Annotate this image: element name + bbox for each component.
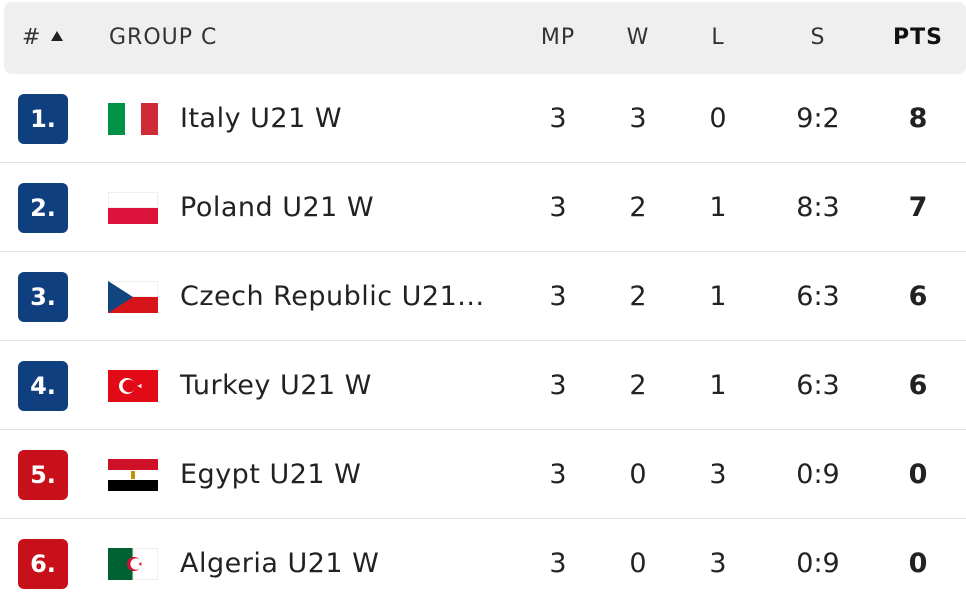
wins: 0 [629, 459, 647, 490]
mp-header[interactable]: MP [540, 25, 576, 50]
score: 0:9 [796, 548, 840, 579]
losses: 1 [709, 370, 727, 401]
team-row[interactable]: 5. Egypt U21 W 3 0 3 0:9 0 [0, 430, 966, 519]
team-row[interactable]: 4. Turkey U21 W 3 2 1 6:3 6 [0, 341, 966, 430]
points: 0 [908, 459, 928, 490]
losses: 1 [709, 281, 727, 312]
points: 6 [908, 370, 928, 401]
score: 6:3 [796, 281, 840, 312]
rank-header[interactable]: # [22, 25, 42, 50]
score: 0:9 [796, 459, 840, 490]
matches-played: 3 [549, 103, 567, 134]
team-name[interactable]: Algeria U21 W [180, 548, 380, 579]
group-header: GROUP C [109, 25, 218, 50]
team-name[interactable]: Poland U21 W [180, 192, 375, 223]
sort-arrow [51, 31, 63, 41]
losses: 0 [709, 103, 727, 134]
flag [108, 459, 158, 491]
matches-played: 3 [549, 192, 567, 223]
rank-badge: 1. [18, 94, 68, 144]
rank-badge: 5. [18, 450, 68, 500]
table-header: # GROUP C MP W L S PTS [4, 2, 966, 74]
matches-played: 3 [549, 281, 567, 312]
flag [108, 103, 158, 135]
team-row[interactable]: 3. Czech Republic U21... 3 2 1 6:3 6 [0, 252, 966, 341]
score: 6:3 [796, 370, 840, 401]
flag [108, 370, 158, 402]
flag [108, 548, 158, 580]
team-name[interactable]: Turkey U21 W [180, 370, 372, 401]
points: 7 [908, 192, 928, 223]
rank-badge: 4. [18, 361, 68, 411]
points: 0 [908, 548, 928, 579]
score: 9:2 [796, 103, 840, 134]
losses: 3 [709, 548, 727, 579]
l-header[interactable]: L [711, 25, 725, 50]
team-name[interactable]: Czech Republic U21... [180, 281, 485, 312]
team-name[interactable]: Italy U21 W [180, 103, 343, 134]
pts-header[interactable]: PTS [893, 25, 943, 50]
score: 8:3 [796, 192, 840, 223]
matches-played: 3 [549, 548, 567, 579]
team-row[interactable]: 2. Poland U21 W 3 2 1 8:3 7 [0, 163, 966, 252]
w-header[interactable]: W [626, 25, 650, 50]
team-name[interactable]: Egypt U21 W [180, 459, 362, 490]
points: 8 [908, 103, 928, 134]
points: 6 [908, 281, 928, 312]
matches-played: 3 [549, 459, 567, 490]
team-row[interactable]: 6. Algeria U21 W 3 0 3 0:9 0 [0, 519, 966, 608]
flag [108, 281, 158, 313]
flag [108, 192, 158, 224]
rank-badge: 3. [18, 272, 68, 322]
wins: 3 [629, 103, 647, 134]
wins: 2 [629, 281, 647, 312]
losses: 3 [709, 459, 727, 490]
rank-badge: 6. [18, 539, 68, 589]
losses: 1 [709, 192, 727, 223]
team-row[interactable]: 1. Italy U21 W 3 3 0 9:2 8 [0, 74, 966, 163]
wins: 2 [629, 192, 647, 223]
matches-played: 3 [549, 370, 567, 401]
wins: 2 [629, 370, 647, 401]
s-header[interactable]: S [810, 25, 826, 50]
rank-badge: 2. [18, 183, 68, 233]
wins: 0 [629, 548, 647, 579]
